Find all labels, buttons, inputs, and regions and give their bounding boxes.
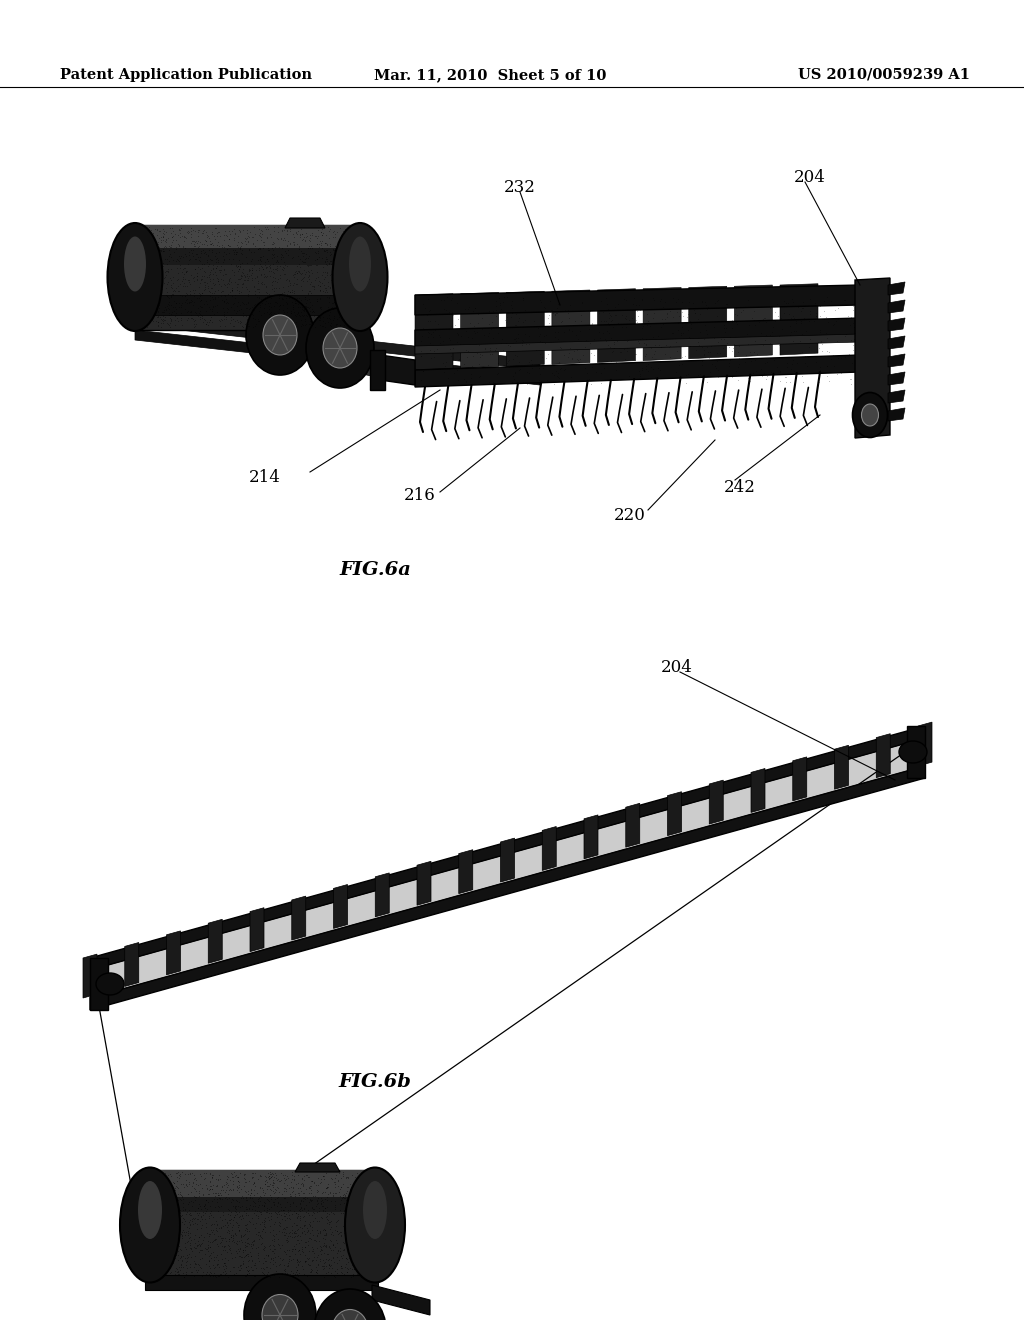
- Ellipse shape: [349, 236, 371, 292]
- Polygon shape: [90, 766, 925, 1010]
- Ellipse shape: [323, 327, 357, 368]
- Polygon shape: [584, 814, 598, 859]
- Polygon shape: [370, 350, 385, 389]
- Polygon shape: [918, 722, 932, 766]
- Polygon shape: [888, 389, 905, 403]
- Polygon shape: [461, 293, 499, 368]
- Polygon shape: [90, 726, 925, 970]
- Text: Mar. 11, 2010  Sheet 5 of 10: Mar. 11, 2010 Sheet 5 of 10: [374, 69, 606, 82]
- Polygon shape: [152, 1170, 373, 1200]
- Polygon shape: [751, 768, 765, 812]
- Polygon shape: [125, 942, 138, 986]
- Polygon shape: [543, 826, 556, 870]
- Text: 242: 242: [724, 479, 756, 495]
- Polygon shape: [150, 1170, 375, 1280]
- Polygon shape: [415, 294, 453, 370]
- Polygon shape: [888, 300, 905, 313]
- Polygon shape: [855, 279, 890, 438]
- Polygon shape: [285, 218, 325, 228]
- Polygon shape: [415, 334, 860, 354]
- Polygon shape: [643, 288, 681, 360]
- Polygon shape: [793, 756, 807, 801]
- Text: 220: 220: [614, 507, 646, 524]
- Text: FIG.6b: FIG.6b: [339, 1073, 412, 1092]
- Polygon shape: [375, 873, 389, 917]
- Text: Patent Application Publication: Patent Application Publication: [60, 69, 312, 82]
- Polygon shape: [135, 315, 540, 370]
- Polygon shape: [137, 224, 358, 249]
- Text: 232: 232: [504, 178, 536, 195]
- Polygon shape: [506, 292, 544, 366]
- Polygon shape: [372, 1284, 430, 1315]
- Text: FIG.6a: FIG.6a: [339, 561, 411, 579]
- Ellipse shape: [96, 973, 124, 995]
- Ellipse shape: [362, 1181, 387, 1239]
- Polygon shape: [334, 884, 347, 928]
- Polygon shape: [501, 838, 514, 882]
- Polygon shape: [83, 954, 97, 998]
- Polygon shape: [710, 780, 723, 824]
- Polygon shape: [597, 289, 636, 363]
- Text: US 2010/0059239 A1: US 2010/0059239 A1: [798, 69, 970, 82]
- Polygon shape: [907, 726, 925, 777]
- Polygon shape: [250, 908, 264, 952]
- Polygon shape: [888, 372, 905, 385]
- Polygon shape: [415, 318, 860, 347]
- Polygon shape: [668, 792, 682, 836]
- Text: 216: 216: [404, 487, 436, 504]
- Ellipse shape: [861, 404, 879, 426]
- Polygon shape: [208, 919, 222, 964]
- Polygon shape: [380, 355, 415, 385]
- Polygon shape: [90, 958, 108, 1010]
- Text: 204: 204: [794, 169, 826, 186]
- Polygon shape: [780, 284, 818, 355]
- Ellipse shape: [314, 1290, 386, 1320]
- Polygon shape: [888, 408, 905, 421]
- Polygon shape: [292, 896, 306, 940]
- Polygon shape: [295, 1163, 340, 1172]
- Polygon shape: [167, 931, 180, 974]
- Polygon shape: [888, 354, 905, 367]
- Polygon shape: [130, 294, 360, 315]
- Polygon shape: [145, 1275, 378, 1290]
- Ellipse shape: [138, 1181, 162, 1239]
- Polygon shape: [340, 355, 420, 385]
- Polygon shape: [888, 282, 905, 294]
- Ellipse shape: [853, 392, 888, 437]
- Ellipse shape: [899, 741, 927, 763]
- Ellipse shape: [244, 1274, 316, 1320]
- Polygon shape: [888, 318, 905, 331]
- Polygon shape: [417, 862, 431, 906]
- Polygon shape: [835, 746, 849, 789]
- Polygon shape: [689, 286, 727, 359]
- Polygon shape: [135, 330, 540, 385]
- Polygon shape: [152, 1197, 373, 1212]
- Ellipse shape: [124, 236, 146, 292]
- Polygon shape: [734, 285, 772, 356]
- Ellipse shape: [263, 315, 297, 355]
- Ellipse shape: [332, 1309, 368, 1320]
- Ellipse shape: [120, 1167, 180, 1283]
- Polygon shape: [552, 290, 590, 364]
- Ellipse shape: [246, 294, 314, 375]
- Polygon shape: [888, 337, 905, 348]
- Polygon shape: [137, 248, 358, 265]
- Polygon shape: [626, 804, 640, 847]
- Polygon shape: [877, 734, 890, 777]
- Polygon shape: [415, 285, 860, 315]
- Ellipse shape: [262, 1295, 298, 1320]
- Polygon shape: [90, 738, 925, 998]
- Text: 204: 204: [662, 660, 693, 676]
- Ellipse shape: [333, 223, 387, 331]
- Ellipse shape: [306, 308, 374, 388]
- Polygon shape: [135, 224, 360, 330]
- Ellipse shape: [345, 1167, 406, 1283]
- Ellipse shape: [108, 223, 163, 331]
- Polygon shape: [415, 355, 860, 387]
- Text: 214: 214: [249, 470, 281, 487]
- Polygon shape: [459, 850, 473, 894]
